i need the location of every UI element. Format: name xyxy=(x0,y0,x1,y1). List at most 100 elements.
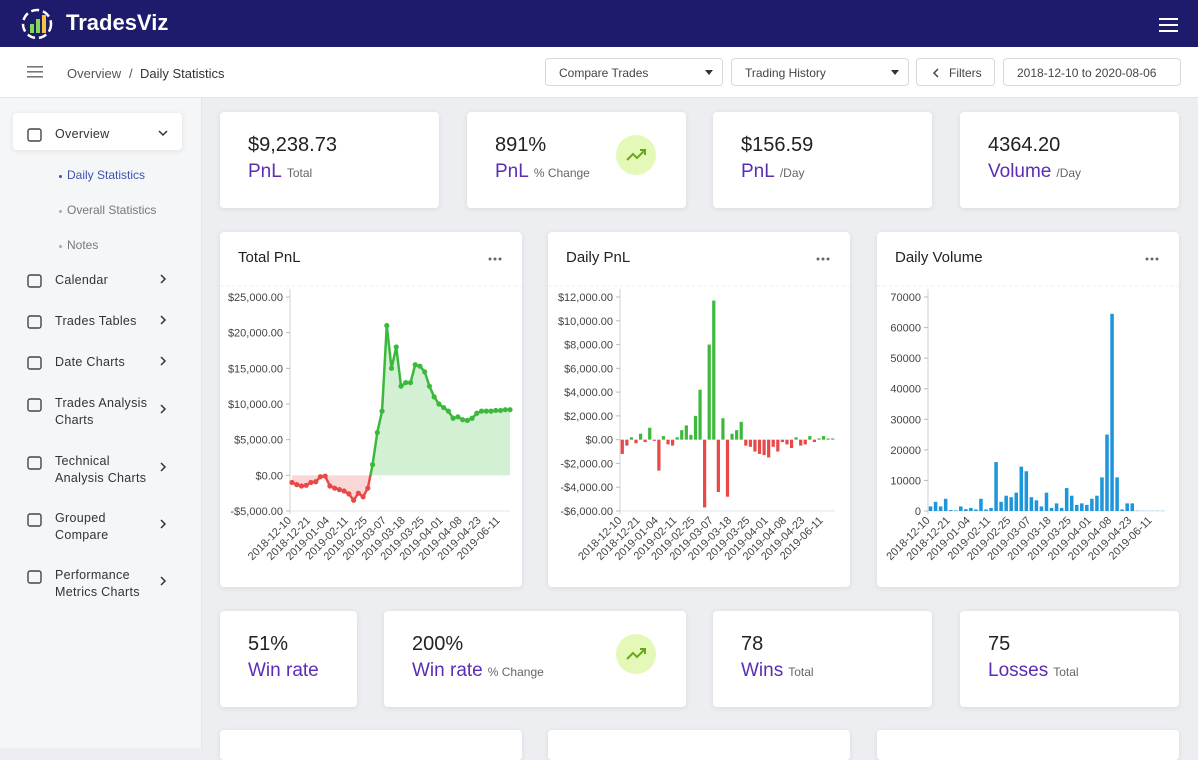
date-range[interactable]: 2018-12-10 to 2020-08-06 xyxy=(1003,58,1181,86)
bar xyxy=(625,440,628,446)
menu-item[interactable]: Trades Tables xyxy=(55,313,137,330)
bar xyxy=(1125,503,1129,511)
y-tick-label: 60000 xyxy=(890,323,921,335)
point xyxy=(422,369,427,374)
dropdown-text: Trading History xyxy=(745,66,826,80)
bar xyxy=(653,440,656,441)
y-tick-label: $12,000.00 xyxy=(558,292,613,304)
breadcrumb-link[interactable]: Overview xyxy=(67,66,121,81)
stat-caption: PnL% Change xyxy=(495,161,590,183)
date-range-text: 2018-12-10 to 2020-08-06 xyxy=(1017,66,1156,80)
bar xyxy=(1120,509,1124,511)
more-menu[interactable] xyxy=(1146,258,1159,261)
point xyxy=(507,407,512,412)
filters-button[interactable]: Filters xyxy=(916,58,995,86)
stat-value: 891% xyxy=(495,134,546,157)
menu-item[interactable]: Calendar xyxy=(55,272,108,289)
bar xyxy=(999,502,1003,511)
bar xyxy=(767,440,770,458)
stat-caption: Volume/Day xyxy=(988,161,1081,183)
more-menu[interactable] xyxy=(489,258,502,261)
point xyxy=(413,362,418,367)
menu-item-text: Grouped xyxy=(55,510,109,527)
menu-icon xyxy=(26,396,44,414)
stat-value: 51% xyxy=(248,633,288,656)
menu-item-text: Metrics Charts xyxy=(55,584,140,601)
icon-shape xyxy=(28,129,41,141)
stat-sub: Total xyxy=(1053,665,1078,679)
icon-shape xyxy=(28,514,41,526)
menu-item[interactable]: Overview xyxy=(55,126,110,143)
menu-item-text: Overview xyxy=(55,126,110,143)
bar xyxy=(648,428,651,440)
y-tick-label: $5,000.00 xyxy=(234,435,283,447)
point xyxy=(488,409,493,414)
point xyxy=(394,344,399,349)
icon-shape xyxy=(28,316,41,328)
bar xyxy=(1070,496,1074,511)
bar xyxy=(708,345,711,440)
bar xyxy=(740,422,743,440)
more-menu[interactable] xyxy=(817,258,830,261)
stat-value: $9,238.73 xyxy=(248,134,337,157)
card-partial xyxy=(220,730,522,760)
y-tick-label: 70000 xyxy=(890,292,921,304)
top-bar: TradesViz xyxy=(0,0,1198,47)
chevron-shape xyxy=(161,357,165,365)
breadcrumb-separator: / xyxy=(129,66,133,81)
submenu-item[interactable]: Notes xyxy=(67,238,98,252)
icon-shape xyxy=(28,571,41,583)
menu-button[interactable] xyxy=(1158,16,1180,34)
bar xyxy=(974,509,978,511)
sidebar: Overview Daily Statistics Overall Statisti… xyxy=(0,98,202,748)
bar xyxy=(698,390,701,440)
stat-value: 75 xyxy=(988,633,1010,656)
chevron xyxy=(158,315,168,325)
point xyxy=(323,473,328,478)
stat-label: Volume xyxy=(988,161,1051,182)
point xyxy=(417,364,422,369)
submenu-item[interactable]: Overall Statistics xyxy=(67,203,156,217)
submenu-item[interactable]: Daily Statistics xyxy=(67,168,145,182)
point xyxy=(342,488,347,493)
point xyxy=(484,409,489,414)
icon-shape xyxy=(28,275,41,287)
bar xyxy=(929,506,933,511)
breadcrumb-current: Daily Statistics xyxy=(140,66,225,81)
bar xyxy=(762,440,765,455)
icon-shape xyxy=(28,399,41,411)
point xyxy=(294,482,299,487)
chevron xyxy=(158,128,168,138)
bar xyxy=(730,434,733,440)
point xyxy=(408,380,413,385)
menu-icon xyxy=(26,568,44,586)
stat-value: $156.59 xyxy=(741,134,813,157)
chevron-shape xyxy=(159,131,167,135)
bar xyxy=(657,440,660,471)
point xyxy=(441,405,446,410)
menu-dot xyxy=(817,258,820,261)
point xyxy=(389,366,394,371)
y-tick-label: 0 xyxy=(915,506,921,518)
menu-dot xyxy=(1146,258,1149,261)
history-dropdown[interactable]: Trading History xyxy=(731,58,909,86)
menu-item-text: Analysis Charts xyxy=(55,470,146,487)
toolbar: Overview / Daily Statistics Compare Trad… xyxy=(0,47,1198,98)
sidebar-toggle[interactable] xyxy=(27,65,45,79)
compare-dropdown[interactable]: Compare Trades xyxy=(545,58,723,86)
stat-label: Wins xyxy=(741,660,783,681)
bar xyxy=(1105,435,1109,511)
y-tick-label: -$2,000.00 xyxy=(560,458,613,470)
bar xyxy=(1115,477,1119,511)
menu-item[interactable]: Date Charts xyxy=(55,354,125,371)
bar xyxy=(1060,508,1064,511)
icon-circle xyxy=(616,135,656,175)
point xyxy=(332,486,337,491)
bar xyxy=(994,462,998,511)
